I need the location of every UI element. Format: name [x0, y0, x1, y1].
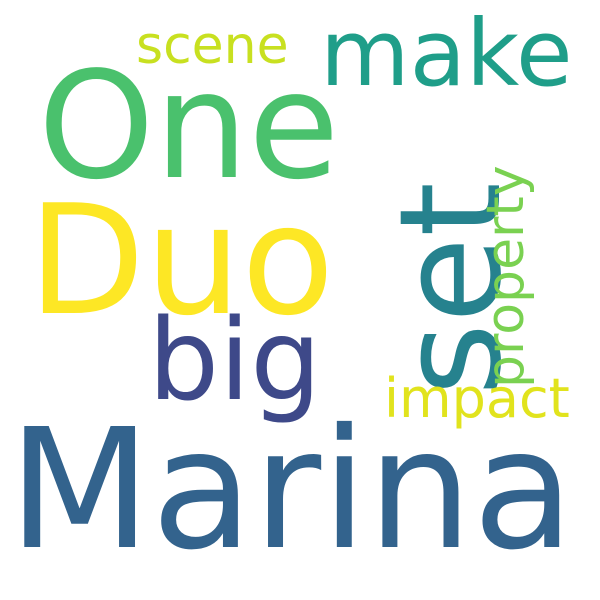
word-duo: Duo: [28, 172, 335, 349]
word-one: One: [38, 40, 340, 212]
word-impact: impact: [384, 367, 570, 430]
word-big: big: [148, 296, 322, 426]
word-marina: Marina: [8, 394, 575, 587]
word-make: make: [320, 0, 573, 107]
word-scene: scene: [136, 16, 289, 76]
word-property: property: [476, 165, 536, 388]
